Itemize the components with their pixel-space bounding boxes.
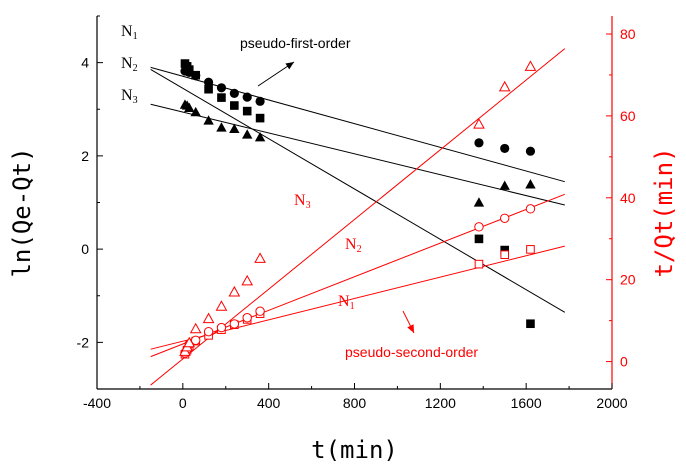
y-left-tick-label: 4 bbox=[81, 55, 89, 71]
data-point-n2-first-order bbox=[217, 93, 226, 102]
data-point-n2-second-order bbox=[255, 306, 265, 316]
x-tick-label: -400 bbox=[83, 395, 111, 411]
data-point-n1-first-order bbox=[525, 146, 536, 156]
data-point-n3-first-order bbox=[184, 102, 195, 113]
y-right-tick-label: 60 bbox=[620, 108, 636, 124]
data-point-n3-second-order bbox=[189, 322, 202, 334]
data-point-n3-second-order bbox=[183, 336, 196, 348]
data-point-n1-first-order bbox=[474, 138, 484, 148]
y-left-tick-label: 0 bbox=[81, 241, 89, 257]
data-point-n3-first-order bbox=[525, 179, 536, 189]
arrow-pseudo-second-order bbox=[402, 310, 415, 334]
data-point-n3-second-order bbox=[215, 300, 228, 311]
y-left-axis-title: ln(Qe-Qt) bbox=[8, 147, 36, 277]
data-point-n3-second-order bbox=[254, 252, 266, 263]
y-right-axis-title: t/Qt(min) bbox=[650, 147, 678, 277]
fit-line-n2-first-order bbox=[150, 68, 566, 313]
data-point-n1-first-order bbox=[203, 77, 214, 87]
data-point-n1-first-order bbox=[255, 96, 265, 106]
data-point-n2-first-order bbox=[184, 65, 194, 74]
data-point-n2-second-order bbox=[474, 222, 484, 232]
data-point-n3-second-order bbox=[524, 60, 537, 71]
x-axis-title: t(min) bbox=[311, 436, 398, 464]
annotation-pseudo-first-order: pseudo-first-order bbox=[240, 35, 351, 51]
data-point-n3-first-order bbox=[242, 129, 253, 139]
data-point-n3-second-order bbox=[241, 274, 254, 286]
arrow-pseudo-first-order-head bbox=[285, 62, 294, 70]
data-point-n2-first-order bbox=[242, 106, 252, 116]
fit-line-n3-first-order bbox=[150, 103, 565, 206]
x-tick-label: 2000 bbox=[596, 395, 627, 411]
data-point-n1-second-order bbox=[500, 250, 510, 260]
label-n1-second-order: N1 bbox=[338, 293, 355, 312]
data-point-n2-first-order bbox=[230, 101, 239, 110]
x-tick-label: 0 bbox=[179, 395, 187, 411]
y-right-tick-label: 0 bbox=[620, 354, 628, 370]
data-point-n3-first-order bbox=[203, 115, 214, 125]
data-point-n3-second-order bbox=[473, 118, 485, 129]
x-tick-label: 400 bbox=[257, 395, 281, 411]
y-right-tick-label: 80 bbox=[620, 26, 636, 42]
x-tick-label: 800 bbox=[343, 395, 367, 411]
arrow-pseudo-second-order-head bbox=[407, 324, 414, 333]
data-point-n2-first-order bbox=[255, 113, 265, 123]
data-point-n2-second-order bbox=[191, 335, 201, 345]
data-point-n1-first-order bbox=[229, 88, 239, 98]
data-point-n2-first-order bbox=[191, 70, 201, 80]
label-n1-first-order: N1 bbox=[121, 23, 138, 42]
data-point-n1-first-order bbox=[500, 143, 510, 154]
data-point-n3-first-order bbox=[473, 197, 485, 207]
x-tick-label: 1200 bbox=[425, 395, 456, 411]
data-point-n1-first-order bbox=[242, 92, 252, 102]
data-point-n3-first-order bbox=[229, 123, 240, 133]
data-point-n3-first-order bbox=[254, 132, 266, 142]
label-n3-second-order: N3 bbox=[294, 192, 311, 211]
y-right-tick-label: 40 bbox=[620, 190, 636, 206]
data-point-n2-second-order bbox=[525, 204, 536, 214]
y-left-tick-label: 2 bbox=[81, 148, 89, 164]
y-left-tick-label: -2 bbox=[77, 334, 90, 350]
data-point-n2-second-order bbox=[500, 213, 510, 223]
y-right-tick-label: 20 bbox=[620, 272, 636, 288]
arrow-pseudo-first-order bbox=[257, 61, 295, 87]
data-point-n3-first-order bbox=[190, 106, 201, 117]
data-point-n3-second-order bbox=[202, 312, 215, 324]
data-point-n2-first-order bbox=[500, 245, 510, 255]
data-point-n2-second-order bbox=[216, 322, 227, 333]
data-point-n2-first-order bbox=[204, 84, 213, 94]
data-point-n3-first-order bbox=[216, 122, 227, 132]
data-point-n2-first-order bbox=[474, 234, 484, 244]
annotation-pseudo-second-order: pseudo-second-order bbox=[345, 344, 478, 360]
data-point-n1-first-order bbox=[216, 83, 227, 93]
data-point-n3-second-order bbox=[498, 80, 511, 92]
data-point-n2-second-order bbox=[229, 319, 240, 329]
data-point-n2-second-order bbox=[242, 313, 252, 323]
label-n2-first-order: N2 bbox=[121, 55, 138, 74]
label-n2-second-order: N2 bbox=[345, 236, 362, 255]
data-point-n1-second-order bbox=[474, 259, 484, 269]
data-point-n2-second-order bbox=[203, 326, 214, 337]
label-n3-first-order: N3 bbox=[121, 87, 138, 106]
data-point-n3-first-order bbox=[499, 180, 510, 190]
data-point-n2-first-order bbox=[526, 319, 535, 329]
x-tick-label: 1600 bbox=[511, 395, 542, 411]
data-point-n3-second-order bbox=[228, 285, 241, 297]
data-point-n1-second-order bbox=[526, 245, 535, 254]
